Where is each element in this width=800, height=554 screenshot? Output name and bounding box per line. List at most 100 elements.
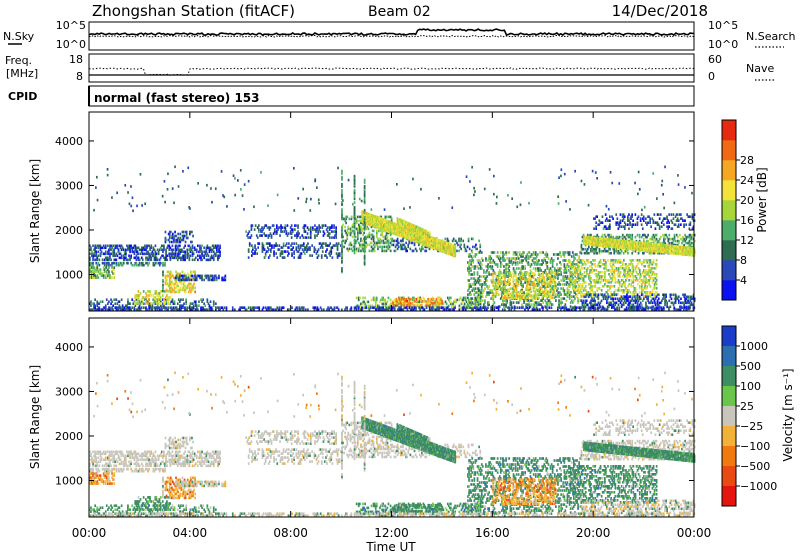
heatmap-cell	[159, 304, 162, 307]
heatmap-cell	[182, 236, 185, 240]
heatmap-cell	[425, 245, 428, 249]
heatmap-cell	[674, 239, 677, 243]
heatmap-cell	[613, 285, 616, 288]
heatmap-cell	[146, 308, 148, 311]
heatmap-cell	[117, 308, 120, 311]
heatmap-cell	[636, 279, 639, 282]
heatmap-cell	[281, 226, 283, 229]
heatmap-cell	[359, 304, 361, 308]
heatmap-cell	[312, 228, 314, 231]
heatmap-cell	[360, 302, 362, 306]
heatmap-cell	[159, 302, 162, 305]
heatmap-cell	[414, 247, 417, 251]
heatmap-cell	[475, 243, 477, 247]
heatmap-cell	[285, 232, 288, 235]
heatmap-cell	[162, 261, 164, 265]
heatmap-cell	[341, 233, 343, 237]
nsearch-tick-bottom: 10^0	[708, 38, 738, 51]
heatmap-cell	[211, 308, 214, 311]
heatmap-cell	[373, 241, 376, 245]
heatmap-cell	[280, 250, 283, 253]
heatmap-cell	[221, 276, 223, 280]
heatmap-cell	[574, 297, 576, 300]
heatmap-cell	[148, 256, 150, 260]
heatmap-cell	[128, 302, 130, 305]
heatmap-cell	[90, 270, 92, 273]
heatmap-cell	[179, 280, 182, 284]
heatmap-cell	[182, 234, 185, 238]
heatmap-cell	[413, 296, 415, 300]
heatmap-cell	[332, 244, 335, 247]
heatmap-cell	[96, 300, 99, 303]
heatmap-cell	[325, 228, 328, 231]
heatmap-cell	[636, 233, 639, 237]
heatmap-cell	[355, 247, 358, 251]
heatmap-cell	[358, 225, 360, 229]
heatmap-cell	[119, 244, 122, 248]
heatmap-cell	[104, 244, 107, 248]
heatmap-cell	[105, 266, 108, 269]
heatmap-cell	[138, 302, 141, 305]
heatmap-cell	[134, 256, 137, 260]
heatmap-cell	[475, 253, 478, 256]
heatmap-cell	[146, 300, 148, 303]
heatmap-cell	[186, 254, 189, 258]
heatmap-cell	[668, 241, 671, 245]
heatmap-cell	[498, 272, 501, 275]
heatmap-cell	[107, 272, 109, 275]
heatmap-cell	[446, 239, 449, 243]
heatmap-cell	[314, 248, 317, 251]
heatmap-cell	[154, 244, 157, 248]
heatmap-cell	[560, 297, 562, 300]
heatmap-cell	[411, 241, 414, 245]
heatmap-cell	[287, 232, 290, 235]
heatmap-cell	[348, 247, 351, 251]
heatmap-cell	[456, 241, 458, 245]
heatmap-cell	[175, 280, 177, 284]
heatmap-cell	[176, 282, 178, 286]
heatmap-cell	[290, 236, 293, 239]
heatmap-cell	[91, 272, 93, 275]
heatmap-cell	[176, 238, 178, 242]
heatmap-cell	[134, 261, 137, 265]
heatmap-cell	[252, 246, 254, 249]
heatmap-cell	[508, 257, 511, 260]
heatmap-cell	[122, 256, 125, 260]
heatmap-cell	[474, 297, 477, 300]
heatmap-cell	[380, 241, 382, 245]
heatmap-cell	[156, 258, 159, 262]
heatmap-cell	[304, 236, 307, 239]
heatmap-cell	[306, 232, 309, 235]
heatmap-cell	[155, 298, 158, 301]
heatmap-cell	[186, 308, 189, 311]
heatmap-cell	[467, 237, 470, 241]
heatmap-cell	[114, 306, 117, 309]
heatmap-cell	[180, 280, 183, 284]
heatmap-cell	[173, 254, 176, 258]
heatmap-cell	[206, 308, 209, 311]
heatmap-cell	[167, 298, 169, 301]
heatmap-cell	[344, 239, 346, 243]
heatmap-cell	[154, 261, 157, 265]
heatmap-cell	[89, 248, 91, 252]
heatmap-cell	[347, 231, 350, 235]
heatmap-cell	[564, 251, 567, 254]
heatmap-cell	[365, 241, 368, 245]
heatmap-cell	[460, 237, 462, 241]
heatmap-cell	[128, 246, 130, 250]
heatmap-cell	[184, 288, 187, 292]
heatmap-cell	[190, 240, 192, 244]
heatmap-cell	[199, 256, 201, 260]
heatmap-cell	[595, 221, 597, 224]
heatmap-cell	[462, 239, 465, 243]
heatmap-cell	[321, 224, 324, 227]
heatmap-cell	[181, 288, 184, 292]
heatmap-cell	[104, 266, 107, 269]
heatmap-cell	[146, 252, 148, 256]
heatmap-cell	[114, 254, 117, 258]
heatmap-cell	[446, 237, 449, 241]
heatmap-cell	[378, 304, 380, 308]
heatmap-cell	[385, 302, 388, 306]
heatmap-cell	[438, 297, 440, 301]
heatmap-cell	[184, 230, 187, 234]
